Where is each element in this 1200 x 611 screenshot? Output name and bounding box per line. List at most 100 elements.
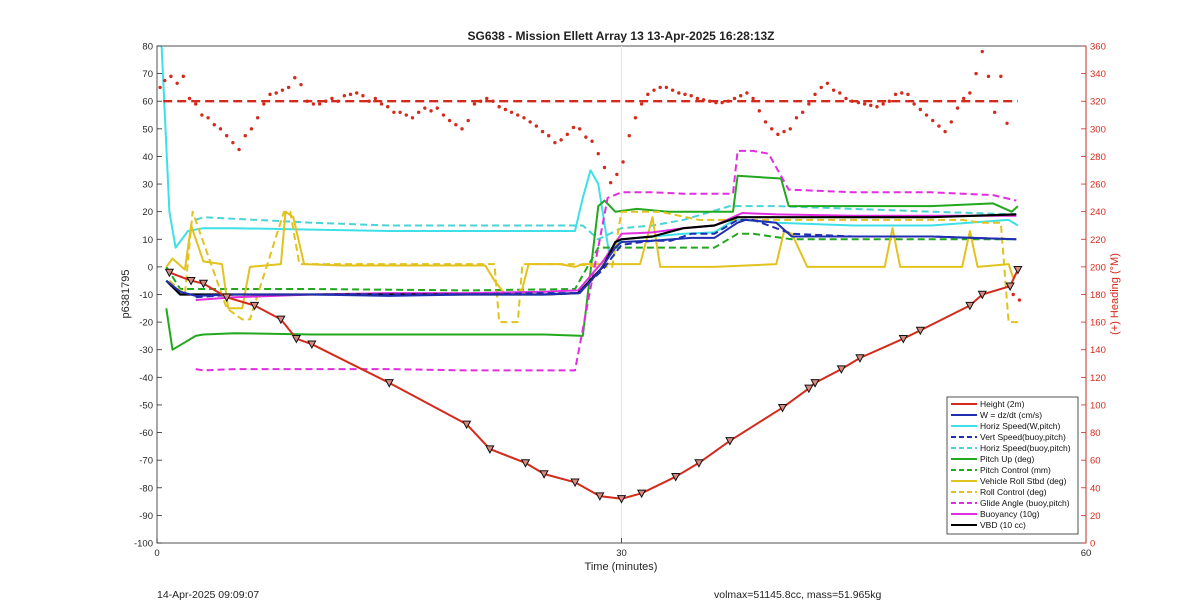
series-point-heading — [968, 91, 972, 95]
y2-tick-label: 220 — [1090, 235, 1106, 246]
series-point-heading — [658, 85, 662, 90]
height-marker — [810, 379, 820, 388]
legend-label: Vert Speed(buoy,pitch) — [980, 432, 1066, 442]
series-point-heading — [497, 105, 501, 109]
series-point-heading — [819, 85, 823, 90]
series-point-heading — [986, 74, 991, 79]
series-point-heading — [751, 96, 755, 101]
height-marker — [616, 495, 627, 504]
y-tick-label: -40 — [139, 373, 153, 384]
series-point-heading — [887, 99, 892, 103]
height-marker — [694, 459, 704, 468]
series-line-pitch-up-deg — [165, 174, 1019, 351]
series-point-heading — [745, 91, 749, 95]
series-point-heading — [726, 99, 731, 103]
series-point-heading — [255, 116, 260, 120]
series-point-heading — [807, 102, 811, 106]
y2-tick-label: 80 — [1090, 428, 1101, 439]
x-tick-label: 0 — [154, 548, 159, 559]
series-point-heading — [924, 113, 929, 117]
series-point-heading — [540, 129, 545, 134]
series-point-heading — [311, 102, 316, 106]
series-point-heading — [677, 91, 681, 95]
series-point-heading — [348, 92, 353, 97]
series-point-heading — [491, 99, 495, 103]
series-point-heading — [689, 94, 693, 98]
series-point-heading — [881, 102, 885, 106]
series-point-heading — [646, 92, 650, 97]
y-tick-label: 40 — [142, 152, 153, 163]
series-point-heading — [262, 102, 266, 106]
height-marker — [915, 326, 925, 336]
series-point-heading — [615, 172, 619, 177]
height-marker — [898, 334, 908, 344]
series-point-heading — [683, 92, 687, 97]
series-point-heading — [838, 91, 842, 95]
footer-timestamp: 14-Apr-2025 09:09:07 — [157, 589, 259, 601]
y2-tick-label: 140 — [1090, 345, 1106, 356]
series-point-heading — [528, 120, 532, 124]
y2-tick-label: 20 — [1090, 511, 1101, 522]
y2-tick-label: 240 — [1090, 207, 1106, 218]
series-point-heading — [980, 49, 984, 54]
series-line-vehicle-roll-stbd-deg — [165, 210, 1015, 310]
series-point-heading — [931, 118, 935, 123]
y-tick-label: -70 — [139, 456, 153, 467]
height-marker — [186, 276, 196, 286]
series-point-heading — [831, 88, 836, 92]
series-point-heading — [943, 129, 947, 134]
series-point-heading — [305, 99, 309, 103]
series-point-heading — [212, 122, 216, 127]
y-tick-label: -100 — [134, 539, 153, 550]
tick-layer: 0 30 6080706050403020100-10-20-30-40-50-60… — [134, 42, 1106, 560]
y-tick-label: 50 — [142, 124, 153, 135]
series-point-heading — [447, 118, 452, 123]
y2-tick-label: 180 — [1090, 290, 1106, 301]
y2-tick-label: 320 — [1090, 97, 1106, 108]
series-point-heading — [522, 116, 526, 120]
series-point-heading — [670, 88, 675, 92]
height-marker — [804, 384, 814, 394]
series-point-heading — [516, 113, 520, 117]
y2-tick-label: 40 — [1090, 483, 1101, 494]
series-point-heading — [1005, 121, 1009, 126]
y-tick-label: 80 — [142, 42, 153, 53]
series-point-heading — [961, 96, 966, 101]
height-marker — [1013, 265, 1023, 275]
series-point-heading — [367, 99, 371, 103]
series-point-heading — [274, 91, 278, 95]
series-point-heading — [441, 113, 446, 117]
series-point-heading — [949, 120, 953, 124]
series-point-heading — [590, 139, 594, 143]
x-tick-label: 30 — [616, 548, 627, 559]
series-point-heading — [794, 116, 799, 120]
height-marker — [855, 354, 865, 363]
series-point-heading — [194, 102, 198, 106]
series-point-heading — [460, 127, 464, 131]
series-point-heading — [999, 74, 1003, 79]
series-point-heading — [602, 165, 607, 170]
series-point-heading — [373, 96, 378, 101]
footer-volmax-mass: volmax=51145.8cc, mass=51.965kg — [714, 589, 881, 601]
height-marker — [384, 379, 394, 388]
series-point-heading — [410, 116, 415, 120]
series-line-horiz-speed-buoy-pitch — [195, 205, 1017, 241]
height-marker — [595, 492, 605, 501]
series-point-heading — [869, 103, 873, 108]
series-point-heading — [782, 129, 786, 134]
legend-label: Buoyancy (10g) — [980, 509, 1040, 519]
height-marker — [276, 315, 286, 325]
series-point-heading — [398, 110, 402, 114]
series-point-heading — [243, 134, 247, 138]
series-point-heading — [485, 96, 489, 101]
series-point-heading — [906, 92, 910, 97]
series-point-heading — [720, 100, 724, 105]
series-point-heading — [249, 127, 254, 131]
series-point-heading — [454, 122, 458, 127]
series-point-heading — [701, 98, 706, 102]
legend: Height (2m)W = dz/dt (cm/s)Horiz Speed(W… — [946, 396, 1079, 535]
series-point-heading — [639, 102, 644, 106]
legend-label: Vehicle Roll Stbd (deg) — [980, 476, 1067, 486]
y-tick-label: -90 — [139, 511, 153, 522]
y2-tick-label: 260 — [1090, 180, 1106, 191]
